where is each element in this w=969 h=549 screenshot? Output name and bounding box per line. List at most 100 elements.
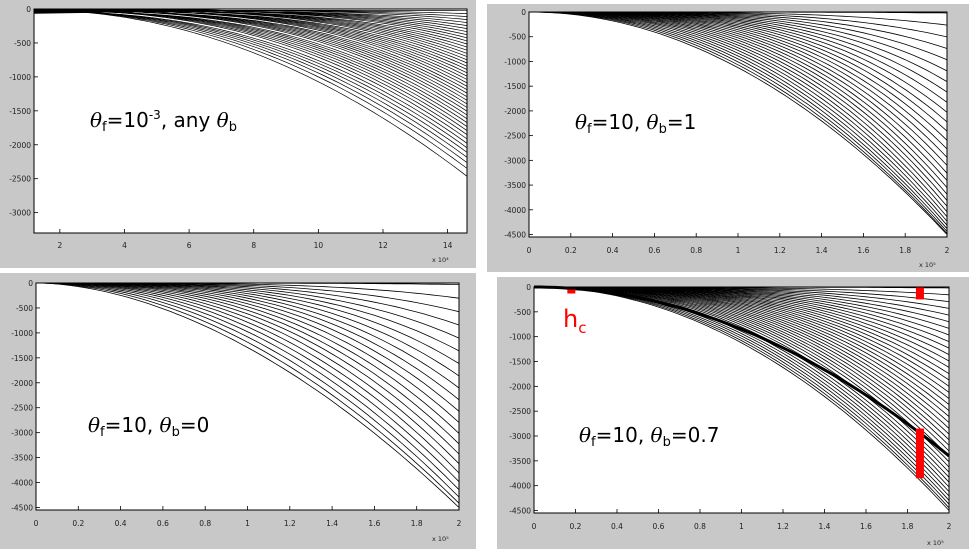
curve-line xyxy=(35,282,460,504)
y-tick-label: -4500 xyxy=(11,504,33,513)
x-tick-label: 0.6 xyxy=(157,519,169,528)
curve-line xyxy=(529,11,948,226)
x-tick-label: 1.4 xyxy=(816,246,828,255)
annotation-value-b: =0.7 xyxy=(670,423,720,447)
y-tick-label: 0 xyxy=(26,5,31,14)
y-tick-label: -3000 xyxy=(509,432,531,441)
x-tick-label: 0.2 xyxy=(565,246,577,255)
y-tick-label: -4500 xyxy=(504,231,526,240)
x-exponent-label: x 10⁵ xyxy=(919,261,936,269)
y-tick-label: -4500 xyxy=(509,507,531,516)
y-tick-label: -2000 xyxy=(11,379,33,388)
x-tick-label: 1.8 xyxy=(411,519,423,528)
x-tick-label: 0.2 xyxy=(72,519,84,528)
x-tick-label: 0.8 xyxy=(694,522,706,531)
y-tick-label: -1500 xyxy=(11,354,33,363)
hc-main: h xyxy=(563,305,579,333)
y-tick-label: -3500 xyxy=(504,181,526,190)
y-tick-label: -2000 xyxy=(504,107,526,116)
x-tick-label: 0 xyxy=(34,519,39,528)
annotation-theta-f-10-theta-b-1: θf=10, θb=1 xyxy=(575,110,696,137)
y-tick-label: -2000 xyxy=(509,382,531,391)
curve-line xyxy=(36,282,460,464)
y-tick-label: -4000 xyxy=(509,482,531,491)
chart-svg-top-left: 2 4 6 8 10 12 14 0 -500 -1000 -1500 -2000 -2500 -3000… xyxy=(9,5,468,264)
y-tick-label: -2500 xyxy=(504,132,526,141)
annotation-theta-b: θ xyxy=(216,108,229,132)
y-tick-label: -3000 xyxy=(504,156,526,165)
x-tick-label: 1.6 xyxy=(368,519,380,528)
curve-line xyxy=(34,11,468,144)
y-tick-label: -3000 xyxy=(9,209,31,218)
y-tick-label: -1500 xyxy=(9,107,31,116)
y-tick-label: -2500 xyxy=(11,404,33,413)
annotation-value: =10 xyxy=(106,108,149,132)
x-exponent-label: x 10⁴ xyxy=(432,256,449,264)
annotation-theta-b: θ xyxy=(650,423,663,447)
y-tick-label: -1000 xyxy=(9,73,31,82)
plot-area xyxy=(529,12,947,237)
annotation-theta-f-any-theta-b: θf=10-3, any θb xyxy=(90,108,237,135)
x-tick-label: 10 xyxy=(314,241,324,250)
x-tick-label: 0 xyxy=(532,522,537,531)
annotation-theta: θ xyxy=(90,108,103,132)
chart-panel-top-right: 0 0.2 0.4 0.6 0.8 1 1.2 1.4 1.6 1.8 2 0 -500 -1000 -15… xyxy=(487,4,969,272)
y-tick-label: -1500 xyxy=(504,82,526,91)
x-tick-label: 4 xyxy=(122,241,127,250)
hc-label: hc xyxy=(563,305,586,337)
y-tick-label: -4000 xyxy=(11,479,33,488)
curves-group xyxy=(528,11,948,235)
x-tick-label: 0.6 xyxy=(653,522,665,531)
curve-line xyxy=(36,282,460,474)
y-tick-label: -500 xyxy=(14,39,31,48)
dense-band xyxy=(34,9,241,14)
annotation-theta-f-10-theta-b-0-7: θf=10, θb=0.7 xyxy=(579,423,719,450)
y-tick-label: -500 xyxy=(16,304,33,313)
x-tick-label: 0.4 xyxy=(607,246,619,255)
annotation-sub-b: b xyxy=(171,425,180,440)
annotation-tail: , any xyxy=(160,108,217,132)
red-marker xyxy=(915,287,924,300)
annotation-sub-b: b xyxy=(662,435,671,450)
x-tick-label: 6 xyxy=(187,241,192,250)
curve-line xyxy=(529,11,948,234)
chart-panel-top-left: 2 4 6 8 10 12 14 0 -500 -1000 -1500 -2000 -2500 -3000… xyxy=(0,0,476,268)
annotation-sub-f: f xyxy=(587,122,592,137)
x-tick-label: 0.4 xyxy=(115,519,127,528)
x-tick-label: 1.8 xyxy=(899,246,911,255)
curve-line xyxy=(36,282,460,482)
plot-frame xyxy=(33,8,468,234)
y-tick-label: -4000 xyxy=(504,206,526,215)
y-tick-label: -1000 xyxy=(504,57,526,66)
x-tick-label: 1.2 xyxy=(774,246,786,255)
x-tick-label: 1.2 xyxy=(777,522,789,531)
x-exponent-label: x 10⁵ xyxy=(432,535,449,543)
x-tick-label: 0.8 xyxy=(199,519,211,528)
curve-line xyxy=(528,11,948,235)
x-exponent-label: x 10⁵ xyxy=(927,539,944,547)
x-tick-label: 0.6 xyxy=(648,246,660,255)
hc-sub: c xyxy=(578,319,587,337)
dense-envelope xyxy=(534,285,950,458)
x-tick-label: 0 xyxy=(527,246,532,255)
x-tick-label: 2 xyxy=(57,241,62,250)
x-tick-label: 1.8 xyxy=(902,522,914,531)
x-tick-label: 1.6 xyxy=(860,522,872,531)
annotation-theta: θ xyxy=(575,110,588,134)
curve-line xyxy=(529,11,948,232)
annotation-theta: θ xyxy=(579,423,592,447)
annotation-sub-b: b xyxy=(658,122,667,137)
annotation-value: =10, xyxy=(104,413,160,437)
x-tick-label: 1.6 xyxy=(857,246,869,255)
red-marker xyxy=(567,289,576,294)
y-tick-label: -1000 xyxy=(11,329,33,338)
chart-panel-bottom-left: 0 0.2 0.4 0.6 0.8 1 1.2 1.4 1.6 1.8 2 0 -500 -1000 -15… xyxy=(0,273,476,549)
annotation-value: =10, xyxy=(591,110,647,134)
x-tick-label: 1.4 xyxy=(326,519,338,528)
x-tick-label: 1.4 xyxy=(819,522,831,531)
x-tick-label: 1 xyxy=(736,246,741,255)
x-tick-label: 14 xyxy=(443,241,453,250)
x-tick-label: 2 xyxy=(947,522,952,531)
x-tick-label: 8 xyxy=(251,241,256,250)
x-tick-label: 1.2 xyxy=(284,519,296,528)
